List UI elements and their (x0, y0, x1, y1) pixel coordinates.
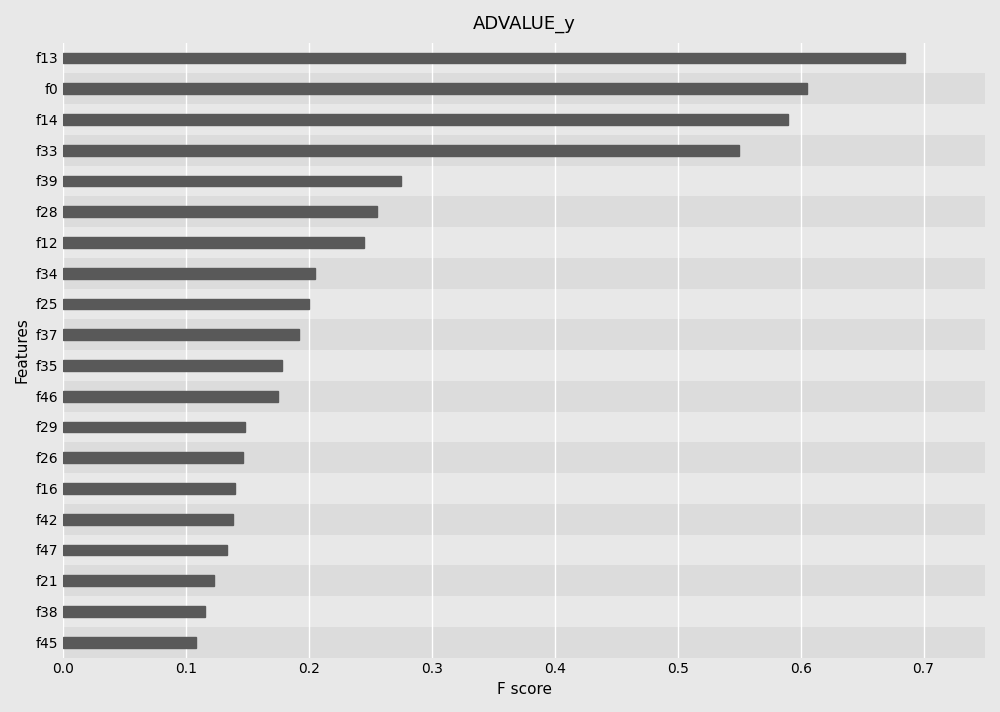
Bar (63, 545, 227, 555)
Bar (63, 575, 214, 586)
Bar (63, 298, 309, 309)
Bar (63, 422, 245, 432)
Y-axis label: Features: Features (15, 317, 30, 383)
Bar (63, 596, 985, 627)
Bar (63, 83, 807, 94)
Bar (63, 73, 985, 104)
Bar (63, 381, 985, 412)
Bar (63, 197, 985, 227)
Bar (63, 627, 985, 658)
Bar (63, 535, 985, 565)
Bar (63, 514, 233, 525)
Bar (63, 452, 243, 463)
Bar (63, 483, 235, 494)
Bar (63, 350, 985, 381)
Bar (63, 504, 985, 535)
Bar (63, 606, 205, 617)
Bar (63, 53, 905, 63)
Bar (63, 176, 401, 187)
Bar (63, 104, 985, 135)
Bar (63, 565, 985, 596)
Bar (63, 43, 985, 73)
Bar (63, 227, 985, 258)
Bar (63, 637, 196, 648)
Bar (63, 320, 985, 350)
Bar (63, 442, 985, 473)
Bar (63, 145, 739, 156)
Title: ADVALUE_y: ADVALUE_y (473, 15, 576, 33)
X-axis label: F score: F score (497, 682, 552, 697)
Bar (63, 135, 985, 166)
Bar (63, 166, 985, 197)
Bar (63, 114, 788, 125)
Bar (63, 391, 278, 402)
Bar (63, 330, 299, 340)
Bar (63, 288, 985, 320)
Bar (63, 237, 364, 248)
Bar (63, 268, 315, 278)
Bar (63, 258, 985, 288)
Bar (63, 360, 282, 371)
Bar (63, 412, 985, 442)
Bar (63, 473, 985, 504)
Bar (63, 206, 377, 217)
